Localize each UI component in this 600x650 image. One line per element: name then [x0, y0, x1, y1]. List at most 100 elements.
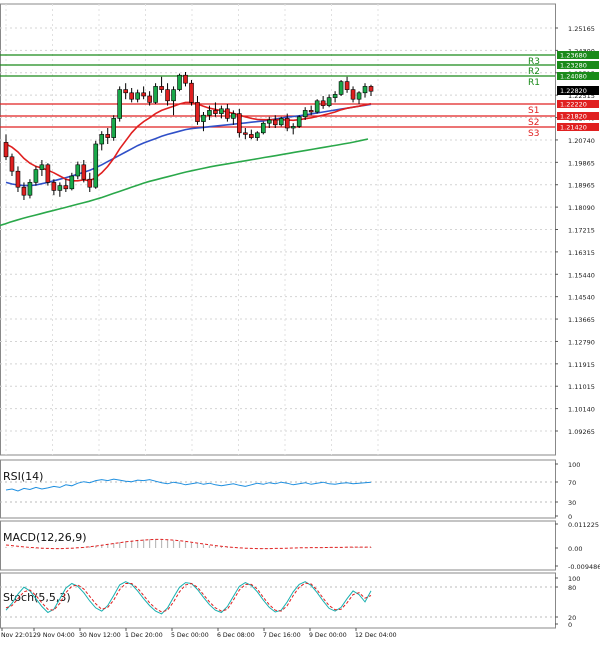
candle-bullish: [261, 123, 265, 133]
candle-bearish: [10, 157, 14, 171]
candle-bullish: [339, 82, 343, 95]
price-tick-label: 1.12790: [568, 338, 595, 346]
candle-bullish: [34, 170, 38, 183]
candle-bullish: [303, 110, 307, 116]
candle-bullish: [219, 109, 223, 114]
candle-bearish: [160, 86, 164, 89]
candle-bullish: [291, 126, 295, 128]
candle-bearish: [189, 83, 193, 102]
stoch-tick-label: 100: [568, 575, 580, 583]
candle-bearish: [321, 101, 325, 106]
rsi-tick-label: 70: [568, 479, 576, 487]
time-tick-label: Nov 22:01: [1, 632, 33, 639]
candle-bullish: [58, 186, 62, 191]
candle-bullish: [76, 165, 80, 176]
time-tick-label: 1 Dec 20:00: [125, 632, 163, 639]
candle-bullish: [255, 133, 259, 138]
candle-bullish: [327, 98, 331, 106]
candle-bearish: [16, 171, 20, 187]
candle-bullish: [70, 176, 74, 189]
candle-bearish: [82, 165, 86, 179]
price-tick-label: 1.19865: [568, 159, 595, 167]
candle-bearish: [184, 75, 188, 83]
rsi-tick-label: 0: [568, 513, 572, 521]
rsi-tick-label: 100: [568, 461, 580, 469]
candle-bullish: [100, 134, 104, 144]
time-tick-label: 5 Dec 00:00: [171, 632, 209, 639]
time-tick-label: 9 Dec 00:00: [309, 632, 347, 639]
candle-bearish: [148, 96, 152, 102]
candle-bullish: [112, 118, 116, 137]
price-tick-label: 1.11015: [568, 383, 595, 391]
candle-bearish: [195, 102, 199, 121]
candle-bearish: [225, 109, 229, 119]
candle-bullish: [94, 144, 98, 187]
level-price-label: 1.23680: [560, 52, 587, 60]
level-price-label: 1.23280: [560, 62, 587, 70]
candle-bearish: [124, 90, 128, 93]
candle-bearish: [106, 134, 110, 137]
current-price-label: 1.22820: [560, 87, 587, 95]
candle-bullish: [315, 101, 319, 112]
level-price-label: 1.21820: [560, 113, 587, 121]
candle-bearish: [351, 90, 355, 100]
price-tick-label: 1.20740: [568, 137, 595, 145]
candle-bearish: [273, 120, 277, 125]
level-price-label: 1.24080: [560, 73, 587, 81]
price-tick-label: 1.14540: [568, 294, 595, 302]
candle-bearish: [213, 110, 217, 113]
candle-bearish: [249, 134, 253, 137]
time-tick-label: 7 Dec 16:00: [263, 632, 301, 639]
price-tick-label: 1.15440: [568, 271, 595, 279]
time-tick-label: 6 Dec 08:00: [217, 632, 255, 639]
candle-bullish: [28, 182, 32, 195]
level-label-s3: S3: [528, 129, 539, 139]
price-tick-label: 1.18965: [568, 182, 595, 190]
price-tick-label: 1.09265: [568, 428, 595, 436]
candle-bearish: [52, 182, 56, 190]
price-tick-label: 1.13665: [568, 316, 595, 324]
price-tick-label: 1.10140: [568, 406, 595, 414]
stoch-tick-label: 0: [568, 621, 572, 629]
candle-bullish: [40, 165, 44, 170]
candle-bullish: [279, 118, 283, 124]
stoch-tick-label: 80: [568, 584, 576, 592]
candle-bearish: [64, 186, 68, 189]
level-label-s1: S1: [528, 106, 539, 116]
price-tick-label: 1.16315: [568, 249, 595, 257]
rsi-tick-label: 30: [568, 499, 576, 507]
macd-tick-label: 0.00: [568, 545, 582, 553]
candle-bullish: [333, 94, 337, 97]
candle-bearish: [369, 86, 373, 91]
candle-bullish: [118, 90, 122, 119]
level-price-label: 1.21420: [560, 124, 587, 132]
candle-bullish: [172, 90, 176, 101]
level-label-r1: R1: [528, 78, 540, 88]
candle-bullish: [363, 86, 367, 92]
time-tick-label: 29 Nov 04:00: [33, 632, 75, 639]
candle-bearish: [285, 118, 289, 128]
candle-bullish: [178, 75, 182, 89]
candle-bullish: [154, 86, 158, 102]
candle-bullish: [297, 117, 301, 127]
candle-bullish: [267, 120, 271, 123]
candle-bullish: [136, 93, 140, 99]
candle-bearish: [243, 133, 247, 135]
candle-bearish: [22, 187, 26, 195]
candle-bearish: [345, 82, 349, 90]
macd-tick-label: 0.011225: [568, 521, 599, 529]
candle-bullish: [357, 93, 361, 99]
candle-bearish: [309, 110, 313, 112]
price-tick-label: 1.25165: [568, 25, 595, 33]
price-tick-label: 1.18090: [568, 204, 595, 212]
candle-bullish: [207, 110, 211, 115]
time-tick-label: 12 Dec 04:00: [355, 632, 397, 639]
macd-tick-label: -0.009486: [568, 563, 600, 571]
level-price-label: 1.22220: [560, 101, 587, 109]
candle-bearish: [4, 142, 8, 156]
candle-bearish: [130, 93, 134, 99]
time-tick-label: 30 Nov 12:00: [79, 632, 121, 639]
price-tick-label: 1.11915: [568, 361, 595, 369]
